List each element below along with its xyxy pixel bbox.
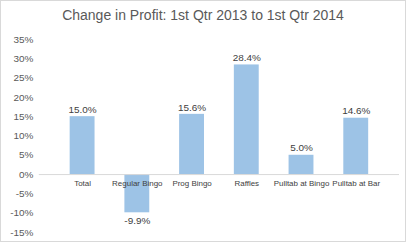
svg-text:14.6%: 14.6% bbox=[342, 105, 370, 116]
svg-text:Pulltab at Bingo: Pulltab at Bingo bbox=[274, 179, 330, 188]
svg-text:Pulltab at Bar: Pulltab at Bar bbox=[332, 179, 380, 188]
svg-text:Total: Total bbox=[74, 179, 91, 188]
svg-text:20%: 20% bbox=[13, 92, 33, 103]
svg-text:15.6%: 15.6% bbox=[178, 102, 206, 113]
svg-text:0%: 0% bbox=[19, 169, 34, 180]
svg-text:-5%: -5% bbox=[16, 188, 34, 199]
svg-text:15.0%: 15.0% bbox=[69, 104, 97, 115]
svg-text:5%: 5% bbox=[19, 149, 34, 160]
svg-text:10%: 10% bbox=[13, 130, 33, 141]
svg-text:5.0%: 5.0% bbox=[290, 142, 313, 153]
svg-text:25%: 25% bbox=[13, 72, 33, 83]
svg-text:Prog Bingo: Prog Bingo bbox=[172, 179, 212, 188]
svg-text:Raffles: Raffles bbox=[234, 179, 259, 188]
svg-text:-10%: -10% bbox=[10, 207, 33, 218]
svg-text:28.4%: 28.4% bbox=[233, 52, 261, 63]
svg-text:Regular Bingo: Regular Bingo bbox=[112, 179, 163, 188]
svg-text:15%: 15% bbox=[13, 111, 33, 122]
svg-text:-9.9%: -9.9% bbox=[124, 215, 150, 226]
svg-text:-15%: -15% bbox=[10, 227, 33, 238]
svg-text:35%: 35% bbox=[13, 34, 33, 45]
svg-text:30%: 30% bbox=[13, 53, 33, 64]
html-text:Change in Profit: 1st Qtr 2013: Change in Profit: 1st Qtr 2013 to 1st Qt… bbox=[62, 7, 344, 23]
